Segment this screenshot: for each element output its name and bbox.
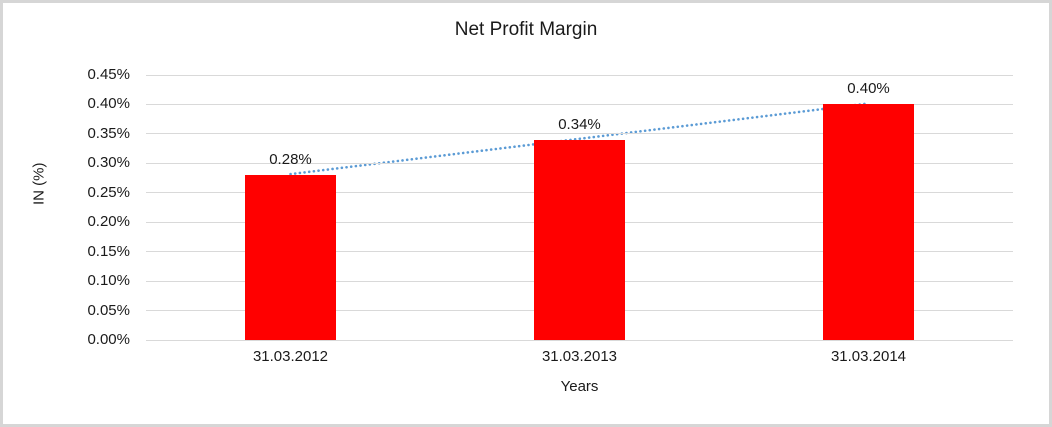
y-tick-label: 0.05% [87,301,130,319]
gridline [146,103,1013,105]
data-label: 0.34% [558,115,601,133]
y-tick-label: 0.30% [87,154,130,172]
bar-31.03.2012 [245,175,336,340]
x-tick-label: 31.03.2012 [252,348,329,365]
x-tick-label: 31.03.2014 [830,348,907,365]
x-tick-label: 31.03.2013 [541,348,618,365]
y-tick-label: 0.15% [87,242,130,260]
plot-area: 0.28% 0.34% 0.40% [146,74,1013,341]
gridline [146,133,1013,135]
y-tick-label: 0.20% [87,213,130,231]
x-axis-title: Years [560,378,599,395]
y-tick-label: 0.25% [87,183,130,201]
y-tick-label: 0.45% [87,66,130,83]
y-tick-label: 0.40% [87,95,130,113]
data-label: 0.28% [269,151,312,169]
y-tick-label: 0.10% [87,272,130,290]
y-tick-label: 0.00% [87,331,130,348]
bar-31.03.2014 [823,104,914,340]
y-tick-label: 0.35% [87,124,130,142]
bar-31.03.2013 [534,139,625,340]
gridline [146,339,1013,341]
data-label: 0.40% [847,80,890,98]
chart-title: Net Profit Margin [454,19,598,40]
trendline-path [289,102,870,176]
gridline [146,74,1013,76]
trendline [289,102,870,176]
